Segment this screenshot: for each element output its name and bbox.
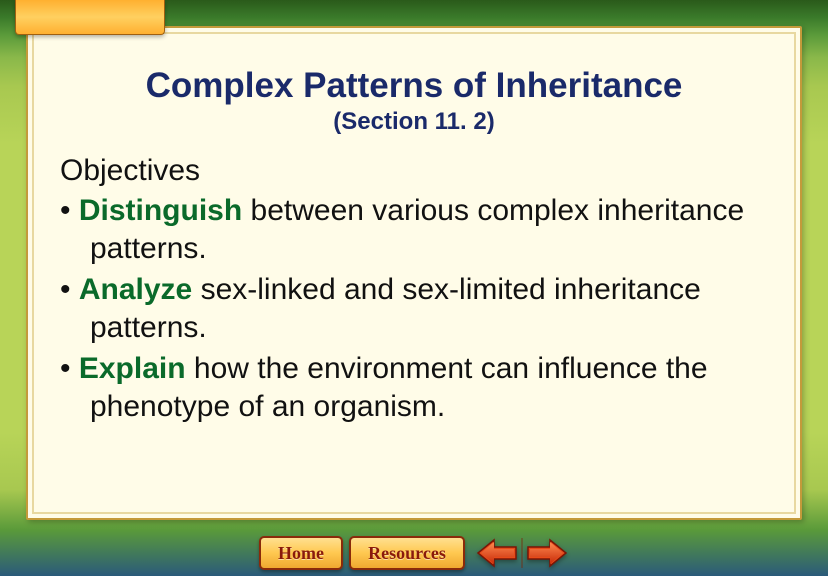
keyword: Analyze — [79, 273, 192, 306]
bullet-marker: • — [60, 194, 79, 227]
home-button[interactable]: Home — [259, 536, 343, 570]
resources-button-label: Resources — [368, 543, 446, 564]
nav-divider — [521, 538, 523, 568]
content-panel: Complex Patterns of Inheritance (Section… — [26, 26, 802, 520]
keyword: Distinguish — [79, 194, 242, 227]
nav-bar: Home Resources — [0, 536, 828, 570]
keyword: Explain — [79, 352, 186, 385]
prev-button[interactable] — [475, 536, 519, 570]
section-tab — [15, 0, 165, 35]
slide-title: Complex Patterns of Inheritance — [58, 66, 770, 106]
list-item: • Distinguish between various complex in… — [60, 192, 770, 269]
home-button-label: Home — [278, 543, 324, 564]
arrow-right-icon — [526, 538, 568, 568]
slide: Complex Patterns of Inheritance (Section… — [0, 0, 828, 576]
slide-subtitle: (Section 11. 2) — [58, 108, 770, 136]
next-button[interactable] — [525, 536, 569, 570]
list-item: • Explain how the environment can influe… — [60, 350, 770, 427]
arrow-left-icon — [476, 538, 518, 568]
bullet-marker: • — [60, 352, 79, 385]
objectives-list: • Distinguish between various complex in… — [58, 192, 770, 426]
resources-button[interactable]: Resources — [349, 536, 465, 570]
list-item: • Analyze sex-linked and sex-limited inh… — [60, 271, 770, 348]
objectives-heading: Objectives — [58, 154, 770, 188]
bullet-marker: • — [60, 273, 79, 306]
arrow-nav — [475, 536, 569, 570]
